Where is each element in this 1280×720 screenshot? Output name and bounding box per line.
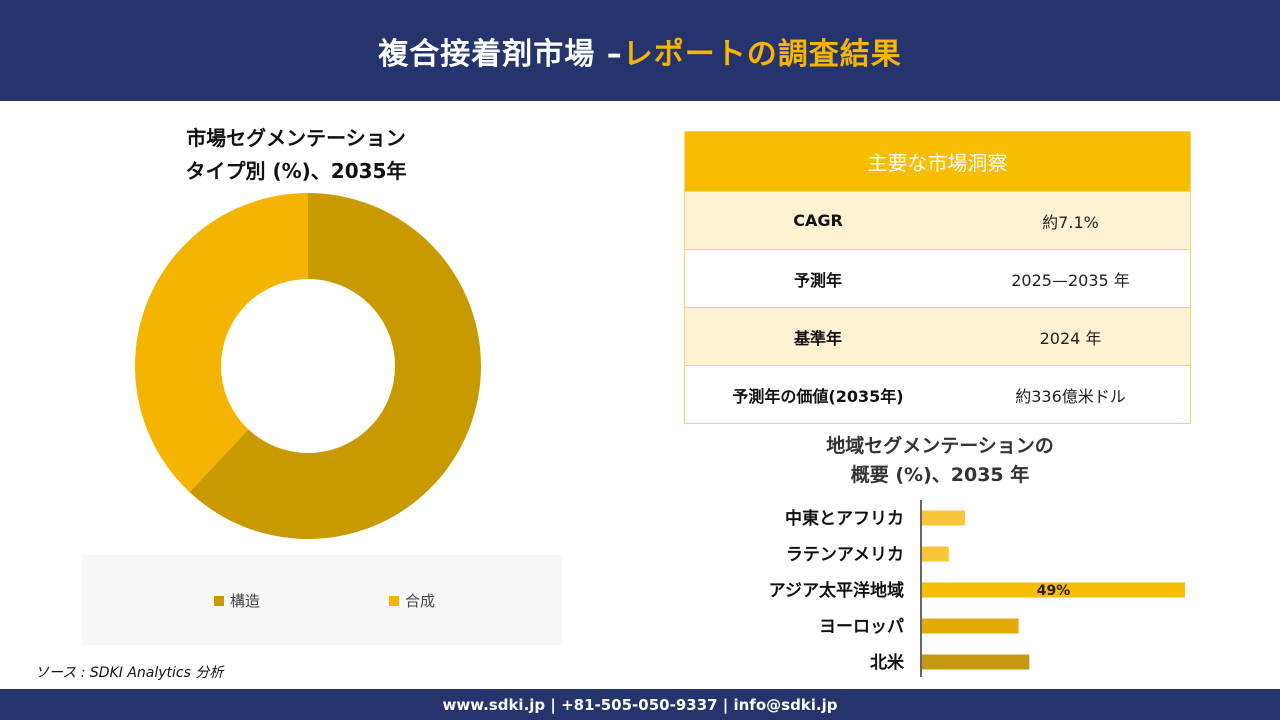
donut-slice-0 [189,193,482,539]
bar-category-label: アジア太平洋地域 [769,580,904,601]
legend-swatch-structural [214,595,224,606]
donut-title-line2: タイプ別 (%)、2035年 [185,159,407,183]
insight-row: 基準年 2024 年 [685,307,1190,365]
donut-title-line1: 市場セグメンテーション [186,126,406,150]
bar-2 [922,582,1185,598]
bar-category-label: ヨーロッパ [819,617,904,637]
footer-contact: www.sdki.jp | +81-505-050-9337 | info@sd… [0,689,1280,720]
legend-label-structural: 構造 [230,592,261,610]
legend-label-synthetic: 合成 [405,592,436,610]
donut-chart-title: 市場セグメンテーション タイプ別 (%)、2035年 [96,122,496,188]
insight-value: 2024 年 [1039,328,1102,348]
insight-key: 基準年 [793,328,842,348]
title-main: 複合接着剤市場 – [378,36,623,72]
bar-category-label: 北米 [870,652,905,673]
bar-data-label: 49% [1037,583,1071,599]
bar-0 [922,510,965,526]
legend-item-structural: 構造 [214,590,260,611]
bar-category-label: ラテンアメリカ [786,545,904,565]
insight-heading: 主要な市場洞察 [685,132,1190,191]
bar-4 [922,654,1030,670]
insight-value: 約7.1% [1042,212,1099,232]
insight-key: 予測年 [793,270,842,290]
insight-row: CAGR 約7.1% [685,191,1190,249]
title-accent: レポートの調査結果 [622,36,902,72]
source-note: ソース : SDKI Analytics 分析 [35,665,224,681]
bar-1 [922,546,949,562]
insight-key: 予測年の価値(2035年) [732,386,904,406]
page-title: 複合接着剤市場 –レポートの調査結果 [378,29,901,73]
donut-legend: 構造 合成 [82,555,562,645]
legend-item-synthetic: 合成 [389,590,435,611]
donut-slice-1 [135,193,308,493]
insight-value: 2025—2035 年 [1011,270,1130,290]
bar-category-label: 中東とアフリカ [785,508,904,529]
bar-title-line1: 地域セグメンテーションの [826,435,1054,457]
bar-title-line2: 概要 (%)、2035 年 [850,464,1030,486]
market-insight-table: 主要な市場洞察 CAGR 約7.1% 予測年 2025—2035 年 基準年 2… [684,131,1191,424]
bar-chart-title: 地域セグメンテーションの 概要 (%)、2035 年 [740,432,1140,490]
bar-3 [922,618,1019,634]
insight-key: CAGR [793,211,843,230]
header-bar: 複合接着剤市場 –レポートの調査結果 [0,0,1280,101]
donut-chart [135,193,482,539]
insight-row: 予測年の価値(2035年) 約336億米ドル [685,365,1190,423]
insight-row: 予測年 2025—2035 年 [685,249,1190,307]
legend-swatch-synthetic [389,595,399,606]
insight-value: 約336億米ドル [1015,386,1126,406]
